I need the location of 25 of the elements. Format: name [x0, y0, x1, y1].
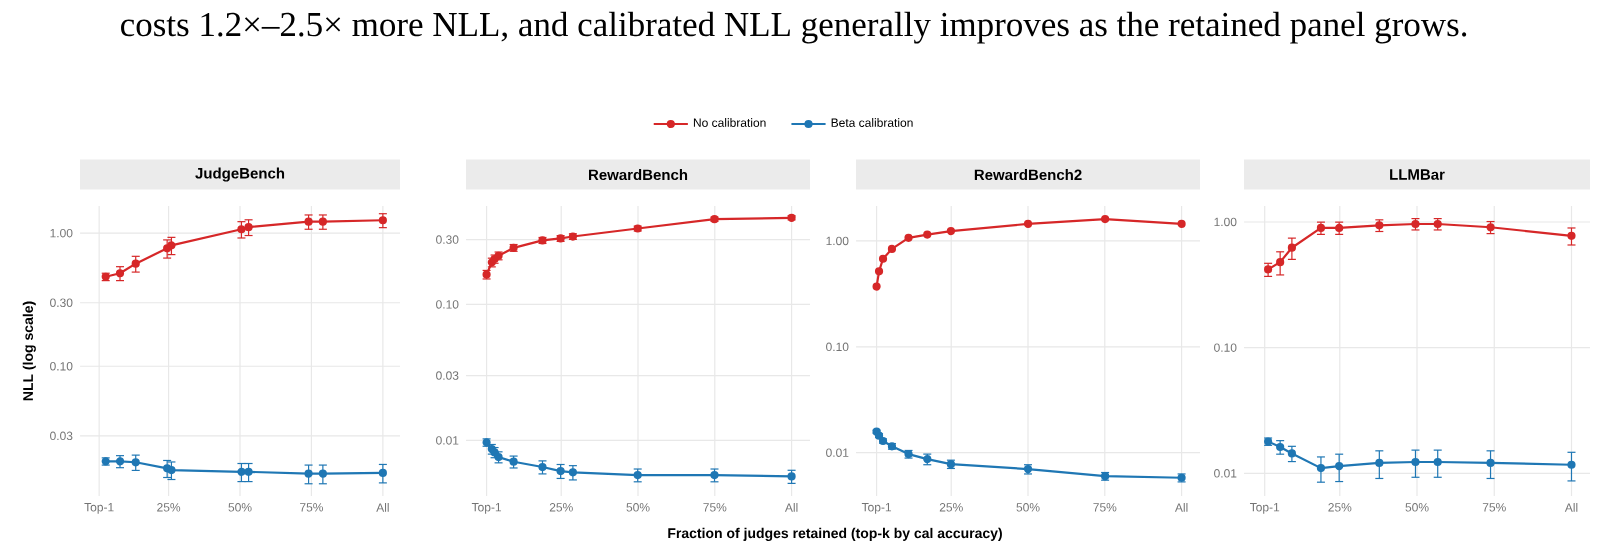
point: [878, 254, 888, 263]
point: [1101, 214, 1110, 224]
point: [904, 233, 913, 242]
point: [874, 267, 884, 276]
point: [887, 244, 897, 253]
point: [1567, 460, 1576, 469]
point: [1276, 258, 1285, 267]
point: [1287, 243, 1296, 252]
point: [1375, 458, 1384, 468]
point: [923, 230, 932, 239]
point: [237, 467, 246, 476]
point: [378, 468, 387, 478]
point: [244, 467, 253, 476]
point: [1023, 219, 1033, 228]
point: [304, 469, 313, 478]
point: [1486, 458, 1495, 468]
point: [872, 282, 881, 291]
point: [946, 226, 956, 236]
text: costs 1.2×–2.5× more NLL, and calibrated NLL generally improves as the retained panel grows.: [121, 11, 1467, 44]
point: [1411, 457, 1420, 467]
point: [1433, 457, 1442, 467]
point: [1316, 464, 1326, 473]
point: [1335, 462, 1344, 471]
point: [1177, 219, 1186, 228]
point: [318, 469, 327, 478]
